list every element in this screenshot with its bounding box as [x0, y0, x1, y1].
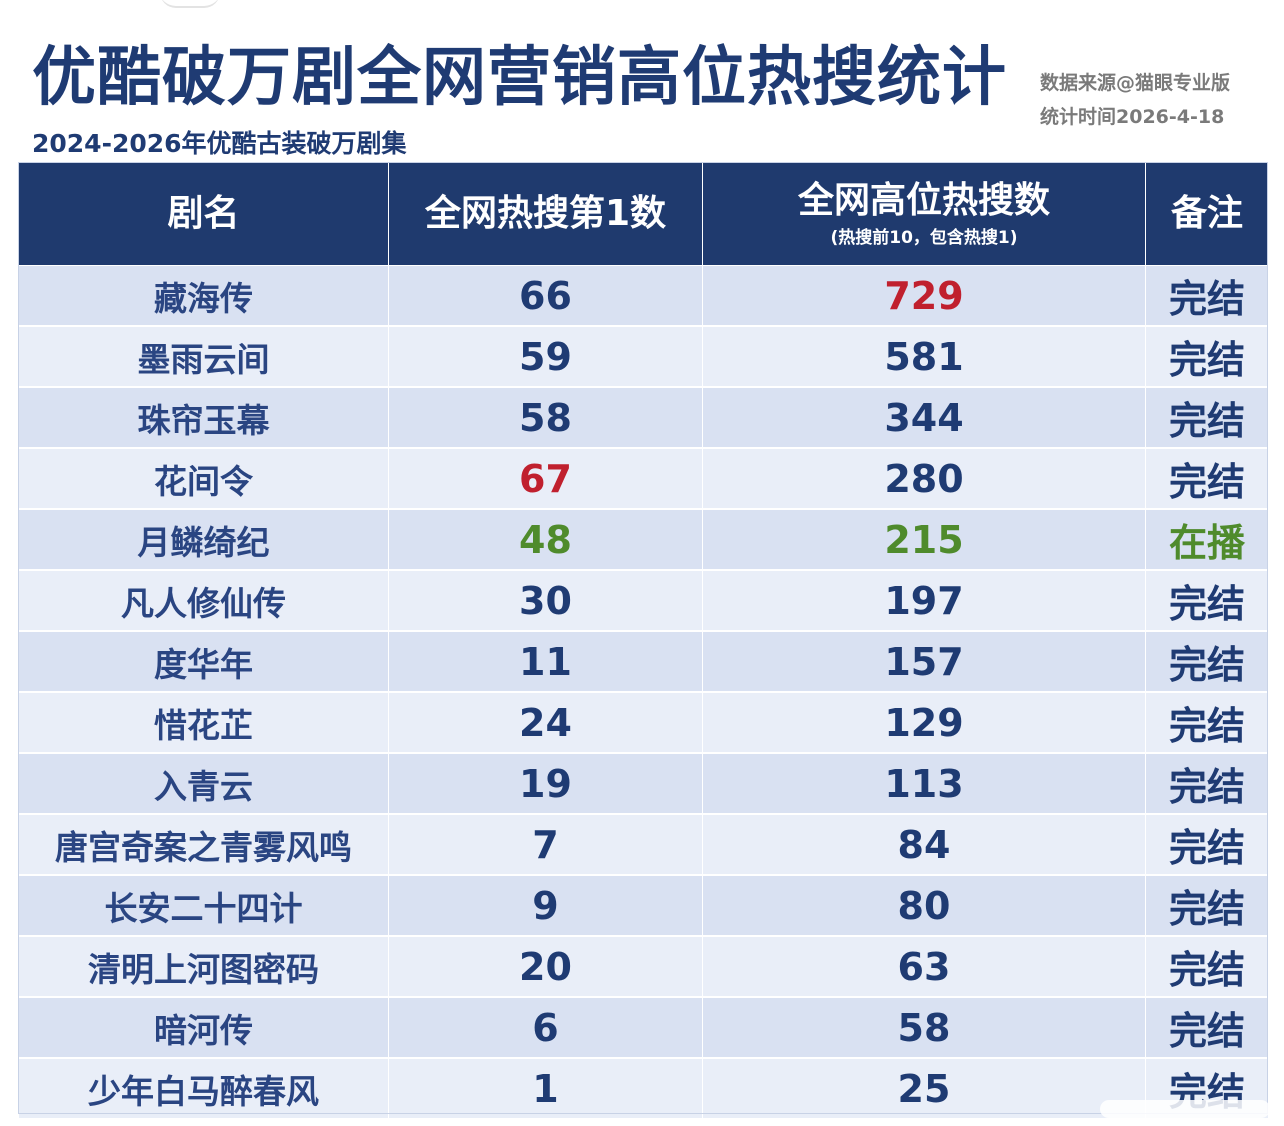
- top-edge: [0, 0, 1284, 10]
- high-count-cell: 344: [702, 386, 1146, 449]
- show-name-cell: 入青云: [18, 752, 389, 815]
- table-row: 凡人修仙传 30 197 完结: [18, 569, 1269, 632]
- show-name-cell: 唐宫奇案之青雾风鸣: [18, 813, 389, 876]
- top1-count-cell: 30: [388, 569, 703, 632]
- top1-count-cell: 20: [388, 935, 703, 998]
- top-decoration: [160, 0, 220, 8]
- high-count-cell: 80: [702, 874, 1146, 937]
- high-count-cell: 280: [702, 447, 1146, 510]
- show-name-cell: 清明上河图密码: [18, 935, 389, 998]
- show-name-cell: 度华年: [18, 630, 389, 693]
- show-name-cell: 少年白马醉春风: [18, 1057, 389, 1120]
- top1-count-cell: 59: [388, 325, 703, 388]
- page-subtitle: 2024-2026年优酷古装破万剧集: [32, 129, 407, 158]
- table-row: 藏海传 66 729 完结: [18, 265, 1269, 327]
- page-title: 优酷破万剧全网营销高位热搜统计: [32, 41, 1007, 115]
- table-header-row: 剧名 全网热搜第1数 全网高位热搜数 (热搜前10，包含热搜1) 备注: [18, 162, 1269, 266]
- show-name-cell: 暗河传: [18, 996, 389, 1059]
- status-cell: 完结: [1145, 752, 1269, 815]
- high-count-cell: 729: [702, 265, 1146, 327]
- high-count-cell: 581: [702, 325, 1146, 388]
- status-cell: 完结: [1145, 447, 1269, 510]
- top1-count-cell: 7: [388, 813, 703, 876]
- show-name-cell: 花间令: [18, 447, 389, 510]
- show-name-cell: 惜花芷: [18, 691, 389, 754]
- show-name-cell: 珠帘玉幕: [18, 386, 389, 449]
- table-row: 珠帘玉幕 58 344 完结: [18, 386, 1269, 449]
- col-header-name: 剧名: [18, 162, 389, 266]
- table-row: 唐宫奇案之青雾风鸣 7 84 完结: [18, 813, 1269, 876]
- high-count-cell: 129: [702, 691, 1146, 754]
- table-row: 长安二十四计 9 80 完结: [18, 874, 1269, 937]
- source-info: 数据来源@猫眼专业版 统计时间2026-4-18: [1040, 66, 1230, 134]
- show-name-cell: 藏海传: [18, 265, 389, 327]
- top1-count-cell: 67: [388, 447, 703, 510]
- col-header-note: 备注: [1145, 162, 1269, 266]
- top1-count-cell: 24: [388, 691, 703, 754]
- high-count-cell: 197: [702, 569, 1146, 632]
- table-row: 墨雨云间 59 581 完结: [18, 325, 1269, 388]
- status-cell: 完结: [1145, 325, 1269, 388]
- top1-count-cell: 58: [388, 386, 703, 449]
- status-cell: 完结: [1145, 935, 1269, 998]
- top1-count-cell: 48: [388, 508, 703, 571]
- show-name-cell: 长安二十四计: [18, 874, 389, 937]
- col-header-high-note: (热搜前10，包含热搜1): [830, 228, 1018, 248]
- top1-count-cell: 1: [388, 1057, 703, 1120]
- high-count-cell: 215: [702, 508, 1146, 571]
- status-cell: 完结: [1145, 630, 1269, 693]
- top1-count-cell: 6: [388, 996, 703, 1059]
- top1-count-cell: 11: [388, 630, 703, 693]
- table-row: 暗河传 6 58 完结: [18, 996, 1269, 1059]
- top1-count-cell: 66: [388, 265, 703, 327]
- stats-table: 剧名 全网热搜第1数 全网高位热搜数 (热搜前10，包含热搜1) 备注 藏海传 6…: [18, 162, 1269, 1120]
- table-row: 清明上河图密码 20 63 完结: [18, 935, 1269, 998]
- status-cell: 完结: [1145, 569, 1269, 632]
- show-name-cell: 凡人修仙传: [18, 569, 389, 632]
- high-count-cell: 58: [702, 996, 1146, 1059]
- status-cell: 完结: [1145, 265, 1269, 327]
- show-name-cell: 月鳞绮纪: [18, 508, 389, 571]
- status-cell: 完结: [1145, 691, 1269, 754]
- high-count-cell: 157: [702, 630, 1146, 693]
- top1-count-cell: 19: [388, 752, 703, 815]
- home-indicator: [1100, 1100, 1270, 1118]
- col-header-high: 全网高位热搜数 (热搜前10，包含热搜1): [702, 162, 1146, 266]
- show-name-cell: 墨雨云间: [18, 325, 389, 388]
- status-cell: 完结: [1145, 386, 1269, 449]
- source-line: 数据来源@猫眼专业版: [1040, 72, 1231, 94]
- status-cell: 完结: [1145, 996, 1269, 1059]
- table-row: 少年白马醉春风 1 25 完结: [18, 1057, 1269, 1120]
- table-row: 花间令 67 280 完结: [18, 447, 1269, 510]
- table-row: 惜花芷 24 129 完结: [18, 691, 1269, 754]
- table-row: 度华年 11 157 完结: [18, 630, 1269, 693]
- status-cell: 在播: [1145, 508, 1269, 571]
- high-count-cell: 84: [702, 813, 1146, 876]
- high-count-cell: 113: [702, 752, 1146, 815]
- date-line: 统计时间2026-4-18: [1040, 106, 1225, 128]
- top1-count-cell: 9: [388, 874, 703, 937]
- table-row: 月鳞绮纪 48 215 在播: [18, 508, 1269, 571]
- status-cell: 完结: [1145, 813, 1269, 876]
- status-cell: 完结: [1145, 874, 1269, 937]
- col-header-top1: 全网热搜第1数: [388, 162, 703, 266]
- high-count-cell: 63: [702, 935, 1146, 998]
- table-row: 入青云 19 113 完结: [18, 752, 1269, 815]
- high-count-cell: 25: [702, 1057, 1146, 1120]
